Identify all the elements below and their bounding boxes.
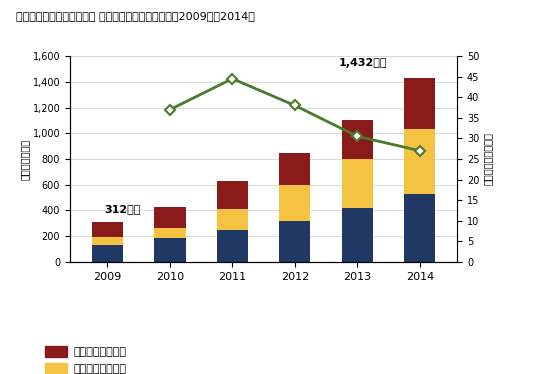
Bar (217, 209, 248, 230)
Bar (342, 120, 373, 159)
Y-axis label: 売上額（億円）: 売上額（億円） (20, 138, 30, 180)
Bar (342, 208, 373, 262)
Bar (154, 229, 186, 238)
Bar (404, 78, 435, 129)
Text: 1,432億円: 1,432億円 (338, 58, 387, 68)
Text: 312億円: 312億円 (104, 204, 140, 214)
Bar (154, 238, 186, 262)
Bar (92, 222, 123, 237)
Bar (404, 194, 435, 262)
Bar (279, 221, 310, 262)
Bar (154, 206, 186, 229)
Bar (342, 159, 373, 208)
Bar (92, 237, 123, 245)
Bar (279, 153, 310, 185)
Bar (217, 181, 248, 209)
Legend: アプリケーション, プラットフォーム, システムインフラストラクチャ, 前年比成長率: アプリケーション, プラットフォーム, システムインフラストラクチャ, 前年比成… (45, 346, 166, 374)
Bar (92, 245, 123, 262)
Bar (404, 129, 435, 194)
Y-axis label: 前年比成長率（％）: 前年比成長率（％） (482, 132, 492, 186)
Bar (279, 185, 310, 221)
Text: 国内クラウドサービス市場 セグメント別売上額予測、2009年～2014年: 国内クラウドサービス市場 セグメント別売上額予測、2009年～2014年 (16, 11, 255, 21)
Bar (217, 230, 248, 262)
